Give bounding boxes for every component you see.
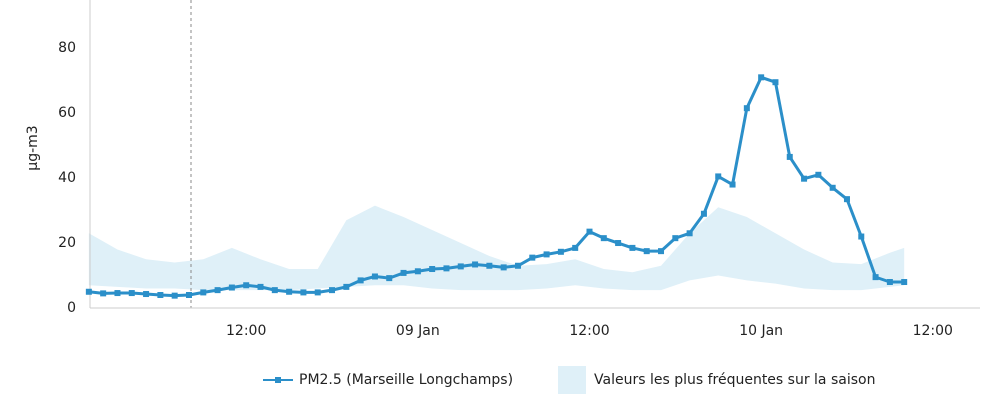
data-point <box>572 244 579 251</box>
data-point <box>672 235 679 242</box>
data-point <box>343 283 350 290</box>
data-point <box>801 175 808 182</box>
data-point <box>271 287 278 294</box>
data-point <box>371 273 378 280</box>
y-tick-label: 40 <box>58 170 76 186</box>
data-point <box>815 171 822 178</box>
data-point <box>414 268 421 275</box>
data-point <box>171 292 178 299</box>
data-point <box>743 105 750 112</box>
data-point <box>143 291 150 298</box>
x-tick-label: 09 Jan <box>396 323 440 339</box>
data-point <box>586 228 593 235</box>
data-point <box>486 262 493 269</box>
y-axis-label: µg-m3 <box>25 125 41 170</box>
data-point <box>643 248 650 255</box>
data-point <box>786 153 793 160</box>
data-point <box>357 277 364 284</box>
data-point <box>529 254 536 261</box>
data-point <box>758 74 765 81</box>
x-tick-label: 10 Jan <box>739 323 783 339</box>
legend-label: PM2.5 (Marseille Longchamps) <box>299 372 513 388</box>
data-point <box>443 265 450 272</box>
data-point <box>386 275 393 282</box>
data-point <box>286 288 293 295</box>
data-point <box>400 269 407 276</box>
data-point <box>114 290 121 297</box>
x-tick-label: 12:00 <box>913 323 953 339</box>
data-point <box>185 292 192 299</box>
x-tick-label: 12:00 <box>226 323 266 339</box>
series-line <box>88 75 905 298</box>
data-point <box>243 282 250 289</box>
data-point <box>329 287 336 294</box>
data-point <box>686 230 693 237</box>
legend-swatch <box>558 366 586 394</box>
y-tick-label: 20 <box>58 235 76 251</box>
y-tick-label: 60 <box>58 105 76 121</box>
data-point <box>600 235 607 242</box>
y-tick-label: 0 <box>67 300 76 316</box>
data-point <box>729 181 736 188</box>
data-point <box>100 290 107 297</box>
x-tick-label: 12:00 <box>569 323 609 339</box>
data-point <box>843 196 850 203</box>
data-point <box>829 184 836 191</box>
data-point <box>901 279 908 286</box>
legend-label: Valeurs les plus fréquentes sur la saiso… <box>594 372 875 388</box>
data-point <box>543 251 550 258</box>
data-point <box>700 210 707 217</box>
data-point <box>314 289 321 296</box>
data-point <box>658 248 665 255</box>
range-band <box>88 205 905 291</box>
data-point <box>715 173 722 180</box>
data-point <box>872 274 879 281</box>
data-point <box>457 263 464 270</box>
data-point <box>257 283 264 290</box>
data-point <box>557 248 564 255</box>
data-point <box>858 233 865 240</box>
data-point <box>200 289 207 296</box>
data-point <box>629 244 636 251</box>
data-point <box>500 264 507 271</box>
data-point <box>514 262 521 269</box>
data-point <box>429 266 436 273</box>
y-tick-label: 80 <box>58 40 76 56</box>
legend-marker <box>275 377 281 383</box>
data-point <box>615 240 622 247</box>
data-point <box>157 292 164 299</box>
data-point <box>472 261 479 268</box>
data-point <box>300 289 307 296</box>
data-point <box>228 284 235 291</box>
data-point <box>214 287 221 294</box>
data-point <box>85 288 92 295</box>
data-point <box>772 79 779 86</box>
data-point <box>128 290 135 297</box>
data-point <box>886 279 893 286</box>
